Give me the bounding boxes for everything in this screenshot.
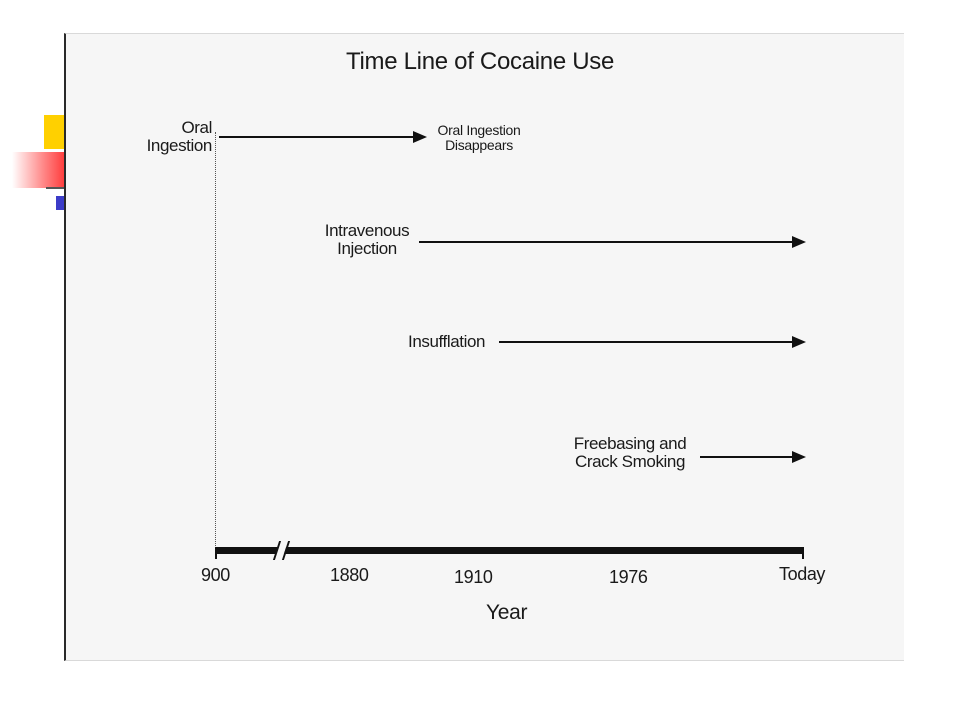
label-line: Disappears: [445, 136, 513, 153]
axis-title: Year: [486, 601, 528, 624]
label-line: Freebasing and: [573, 434, 687, 453]
tick-label-1976: 1976: [609, 567, 648, 587]
tick-label-1910: 1910: [454, 567, 493, 587]
figure-title: Time Line of Cocaine Use: [346, 48, 615, 75]
label-line: Crack Smoking: [574, 451, 686, 471]
label-line: Injection: [337, 238, 397, 258]
scanned-figure: Time Line of Cocaine Use Oral Ingestion …: [64, 33, 904, 661]
intravenous-injection-line: [419, 241, 794, 243]
tick-label-900: 900: [201, 565, 230, 585]
oral-ingestion-line: [219, 136, 417, 138]
insufflation-label: Insufflation: [408, 332, 486, 351]
template-red-bar: [12, 152, 68, 188]
axis-tick-mark: [802, 547, 804, 559]
tick-label-1880: 1880: [330, 565, 369, 585]
freebasing-crack-arrowhead: [792, 451, 806, 463]
label-line: Ingestion: [146, 135, 213, 155]
label-line: Oral Ingestion: [437, 122, 521, 138]
start-line: [215, 132, 216, 550]
tick-label-today: Today: [779, 564, 826, 584]
insufflation-line: [499, 341, 794, 343]
template-divider: [46, 187, 68, 189]
freebasing-crack-line: [700, 456, 794, 458]
template-blue-square: [56, 196, 66, 210]
oral-ingestion-end-label: Oral Ingestion Disappears: [424, 123, 534, 152]
label-line: Intravenous: [324, 221, 410, 240]
freebasing-crack-label: Freebasing and Crack Smoking: [562, 435, 698, 471]
time-axis: [215, 547, 804, 554]
intravenous-injection-arrowhead: [792, 236, 806, 248]
oral-ingestion-label: Oral Ingestion: [146, 118, 213, 155]
intravenous-injection-label: Intravenous Injection: [319, 222, 415, 258]
axis-tick-mark: [215, 547, 217, 559]
oral-ingestion-arrowhead: [413, 131, 427, 143]
label-line: Oral: [181, 118, 212, 137]
insufflation-arrowhead: [792, 336, 806, 348]
